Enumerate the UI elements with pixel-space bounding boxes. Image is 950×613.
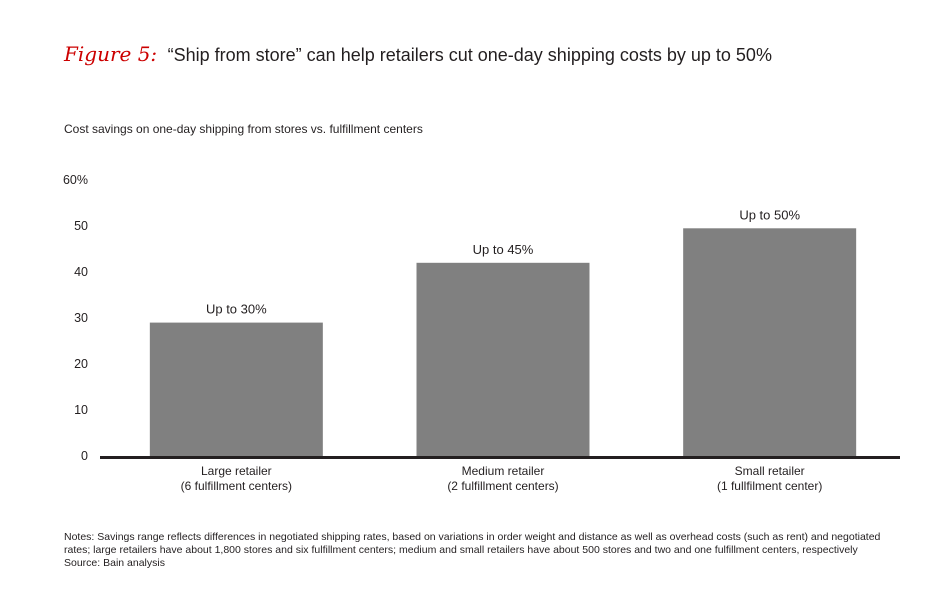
- x-tick-label: Small retailer: [735, 464, 805, 478]
- data-label: Up to 30%: [206, 302, 267, 317]
- notes-text: Notes: Savings range reflects difference…: [64, 531, 881, 556]
- y-tick-label: 20: [74, 357, 88, 371]
- source-text: Source: Bain analysis: [64, 557, 165, 569]
- figure-label: Figure 5:: [64, 42, 158, 66]
- x-tick-label: Large retailer: [201, 464, 272, 478]
- data-label: Up to 50%: [739, 207, 800, 222]
- figure-title: “Ship from store” can help retailers cut…: [167, 45, 772, 65]
- x-tick-label: (1 fullfilment center): [717, 479, 822, 493]
- bar: [683, 228, 857, 456]
- y-tick-label: 40: [74, 265, 88, 279]
- figure-header: Figure 5: “Ship from store” can help ret…: [64, 42, 772, 66]
- y-tick-label: 30: [74, 311, 88, 325]
- bar-chart: 0 10 20 30 40 50 60% Up to 30% Large retailer(6 …: [63, 173, 900, 493]
- x-tick-label: (2 fulfillment centers): [447, 479, 558, 493]
- chart-notes: Notes: Savings range reflects difference…: [64, 531, 904, 570]
- y-tick-label: 60%: [63, 173, 88, 187]
- y-tick-label: 0: [81, 449, 88, 463]
- x-tick-label: (6 fulfillment centers): [181, 479, 292, 493]
- y-tick-label: 10: [74, 403, 88, 417]
- bar: [149, 322, 323, 456]
- chart-subtitle: Cost savings on one-day shipping from st…: [64, 122, 423, 136]
- y-tick-label: 50: [74, 219, 88, 233]
- bar: [416, 262, 590, 456]
- x-tick-label: Medium retailer: [462, 464, 545, 478]
- data-label: Up to 45%: [473, 242, 534, 257]
